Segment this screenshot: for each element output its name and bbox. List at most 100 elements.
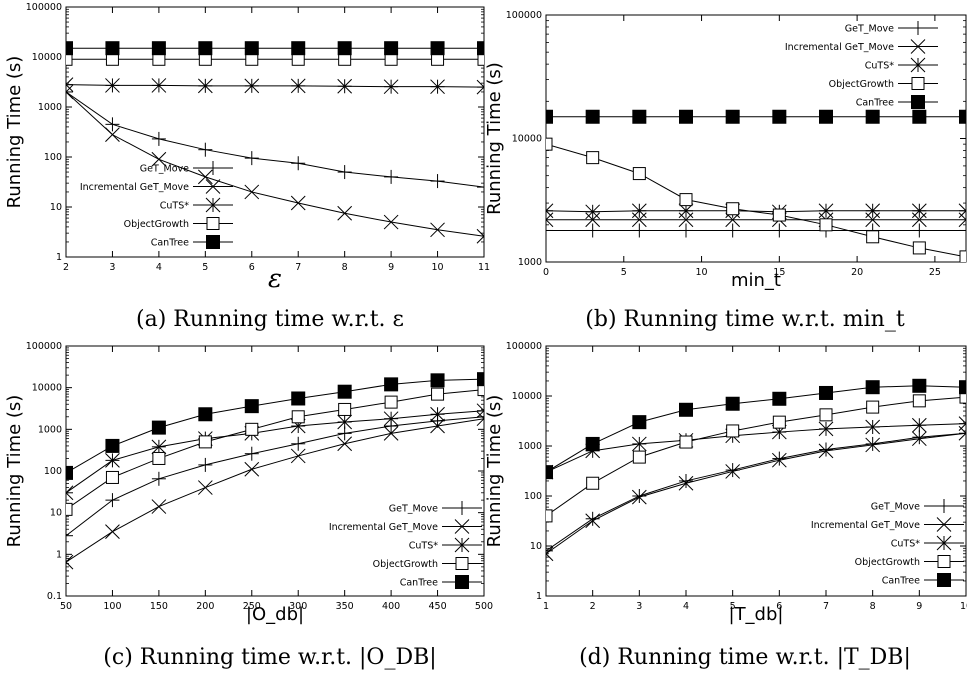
y-tick-label: 10000 (512, 134, 542, 145)
data-point-cantree-4 (244, 399, 259, 414)
legend-label: ObjectGrowth (829, 79, 894, 90)
data-point-cuts-1 (105, 453, 120, 468)
data-point-cuts-6 (337, 78, 353, 94)
legend-label: GeT_Move (845, 24, 894, 35)
legend: GeT_Move Incremental GeT_Move CuTS* ObjectG… (80, 161, 233, 249)
series-objectgrowth (66, 383, 484, 516)
plot-frame (545, 14, 967, 263)
data-point-cuts-2 (631, 203, 647, 219)
data-point-cuts-0 (546, 203, 554, 219)
series-line-get-move (66, 416, 484, 537)
data-point-cantree-9 (959, 380, 966, 395)
legend-entry-get-move: GeT_Move (871, 499, 964, 513)
x-tick-label: 4 (683, 601, 689, 612)
data-point-get-move-8 (430, 174, 445, 189)
data-point-cantree-0 (66, 465, 73, 480)
series-get-move (546, 223, 966, 238)
data-point-get-move-5 (291, 156, 306, 171)
data-point-get-move-3 (198, 457, 213, 472)
data-point-get-move-9 (959, 426, 966, 441)
legend: GeT_Move Incremental GeT_Move CuTS* ObjectG… (811, 499, 964, 587)
x-tick-label: 400 (382, 601, 400, 612)
legend-entry-objectgrowth: ObjectGrowth (373, 557, 482, 570)
data-point-get-move-8 (912, 223, 927, 238)
legend-marker (911, 77, 925, 90)
data-point-cantree-0 (66, 41, 73, 56)
data-point-cantree-6 (819, 385, 833, 400)
data-point-objectgrowth-7 (866, 230, 880, 244)
data-point-cuts-6 (818, 203, 834, 219)
x-tick-label: 350 (336, 601, 354, 612)
y-tick-label: 10000 (32, 383, 62, 394)
legend-label: ObjectGrowth (855, 557, 920, 568)
x-tick-label: 7 (295, 262, 301, 273)
data-point-get-move-4 (725, 223, 740, 238)
legend-marker (910, 57, 926, 73)
data-point-cantree-9 (477, 41, 484, 56)
legend-label: Incremental GeT_Move (80, 182, 189, 193)
x-tick-label: 150 (150, 601, 168, 612)
data-point-incremental-get-move-6 (337, 205, 353, 221)
data-point-objectgrowth-1 (586, 151, 600, 165)
data-point-cantree-3 (198, 407, 213, 422)
series-cuts (546, 416, 966, 480)
series-line-cantree (546, 385, 966, 473)
series-line-cantree (66, 378, 484, 474)
data-point-objectgrowth-2 (152, 451, 166, 465)
data-point-incremental-get-move-2 (151, 151, 167, 167)
x-tick-label: 300 (289, 601, 307, 612)
data-point-objectgrowth-2 (632, 167, 646, 181)
x-tick-label: 6 (776, 601, 782, 612)
data-point-get-move-9 (477, 409, 484, 424)
y-tick-label: 100000 (506, 10, 542, 21)
plot-area (546, 378, 966, 562)
data-point-get-move-1 (105, 493, 120, 508)
legend-marker (937, 499, 951, 513)
y-axis-label: Running Time (s) (484, 395, 505, 548)
data-point-get-move-5 (772, 451, 787, 466)
y-axis-label: Running Time (s) (4, 395, 25, 548)
data-point-cuts-1 (105, 78, 120, 93)
data-point-cuts-8 (430, 406, 445, 422)
y-tick-label: 1 (56, 549, 62, 560)
data-point-cuts-9 (958, 416, 966, 431)
data-point-incremental-get-move-3 (197, 480, 213, 495)
data-point-incremental-get-move-1 (585, 212, 601, 228)
data-point-objectgrowth-8 (431, 387, 445, 401)
legend-label: CuTS* (891, 539, 920, 550)
plot-area (66, 41, 484, 244)
data-point-cuts-7 (383, 79, 399, 95)
data-point-incremental-get-move-7 (383, 214, 399, 230)
figure-caption: (a) Running time w.r.t. ε (136, 307, 404, 332)
data-point-get-move-7 (384, 169, 399, 184)
legend-label: CanTree (856, 98, 894, 109)
data-point-incremental-get-move-8 (911, 431, 927, 447)
x-axis-label: |O_db| (246, 604, 304, 625)
data-point-objectgrowth-5 (772, 415, 786, 429)
legend-label: CuTS* (865, 61, 894, 72)
series-line-get-move (546, 432, 966, 552)
x-tick-label: 15 (773, 267, 785, 278)
data-point-incremental-get-move-7 (383, 426, 399, 441)
x-tick-label: 4 (156, 262, 162, 273)
data-point-incremental-get-move-4 (725, 464, 741, 479)
data-point-objectgrowth-8 (912, 241, 926, 255)
series-incremental-get-move (66, 84, 484, 244)
legend-entry-cantree: CanTree (882, 573, 964, 587)
data-point-get-move-8 (912, 430, 927, 445)
data-point-objectgrowth-4 (245, 422, 259, 436)
legend-label: CanTree (882, 576, 920, 587)
data-point-cuts-3 (197, 78, 213, 94)
data-point-get-move-0 (546, 223, 553, 238)
data-point-objectgrowth-8 (912, 394, 926, 408)
legend-label: GeT_Move (389, 504, 438, 515)
data-point-cuts-6 (337, 414, 353, 430)
data-point-objectgrowth-3 (198, 435, 212, 449)
series-line-get-move (66, 91, 484, 188)
x-tick-label: 5 (621, 267, 627, 278)
data-point-get-move-2 (632, 223, 647, 238)
legend-marker (206, 217, 220, 230)
data-point-cantree-3 (679, 402, 693, 417)
series-cuts (66, 77, 484, 95)
chart-panel-1: 1 10 100 1000 10000 100000 2 3 4 5 6 7 8 9 10 11 Running… (4, 2, 490, 332)
